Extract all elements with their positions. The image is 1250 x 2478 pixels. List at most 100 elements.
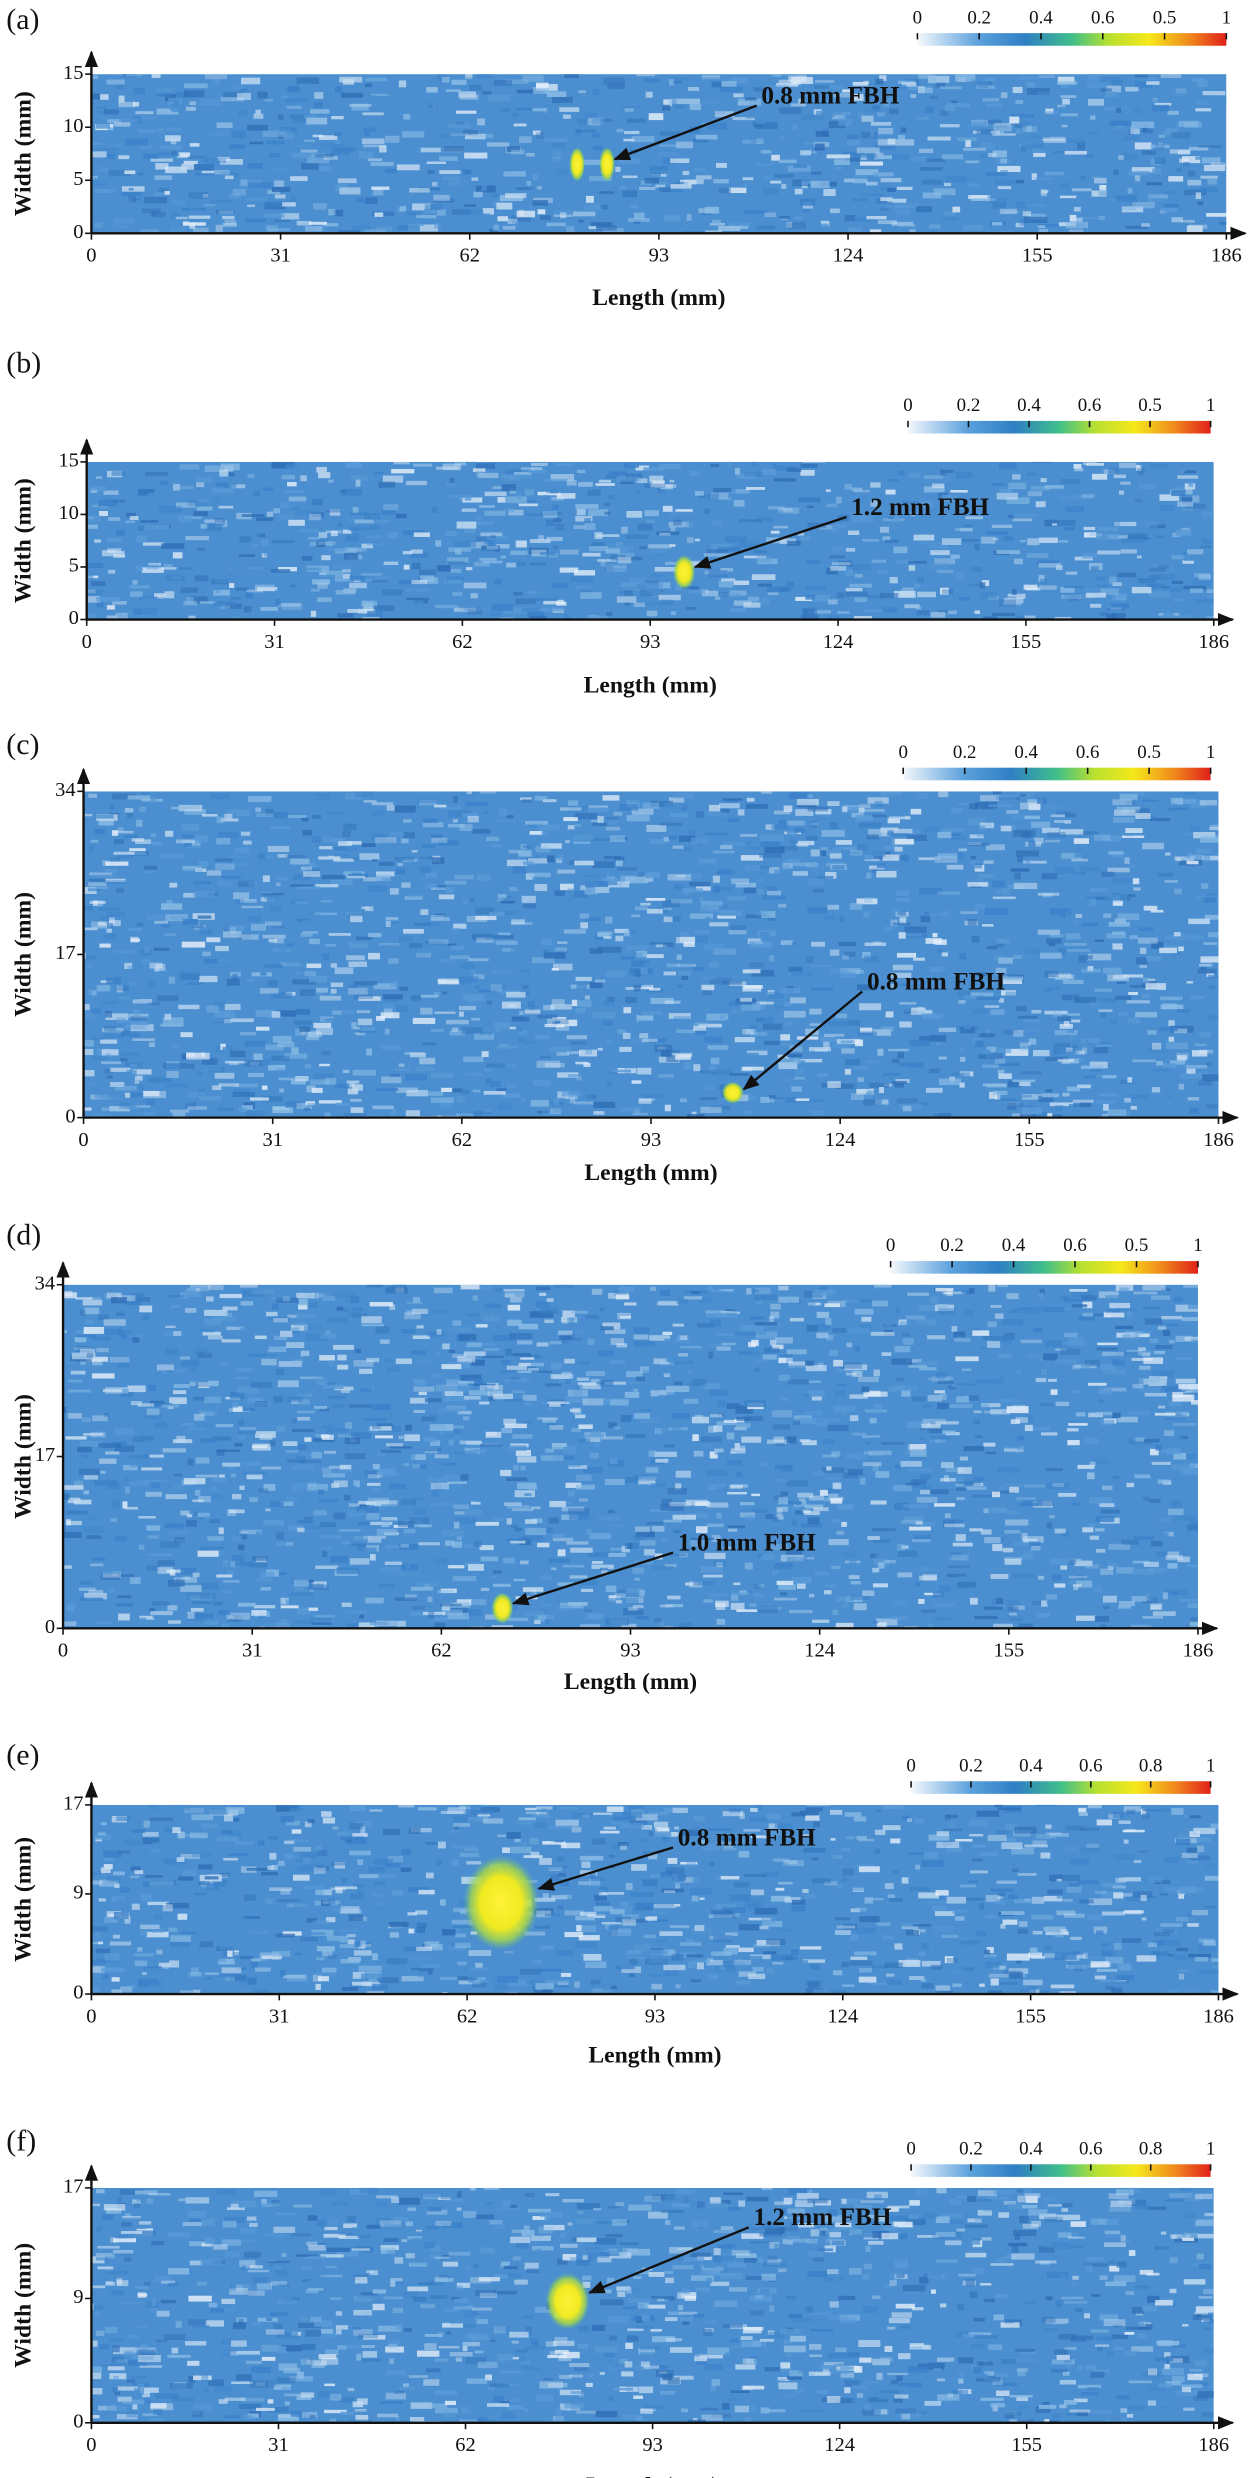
heatmap-cell [403,928,424,934]
heatmap-cell [1013,1030,1024,1037]
heatmap-cell [426,161,447,165]
heatmap-cell [588,176,612,182]
heatmap-cell [1180,219,1195,223]
heatmap-cell [125,1013,149,1019]
heatmap-cell [249,1061,259,1066]
heatmap-cell [806,862,819,868]
heatmap-cell [363,144,386,148]
heatmap-cell [1066,221,1089,229]
heatmap-cell [706,549,729,554]
heatmap-cell [129,851,150,856]
heatmap-cell [1021,121,1038,126]
heatmap-cell [917,576,924,583]
heatmap-cell [550,474,575,481]
heatmap-cell [704,508,711,515]
heatmap-cell [86,575,97,579]
heatmap-cell [742,969,761,974]
heatmap-cell [460,1374,482,1381]
heatmap-cell [885,1011,894,1018]
heatmap-cell [841,1048,855,1054]
heatmap-cell [170,212,180,220]
heatmap-cell [564,202,575,210]
heatmap-cell [354,519,374,524]
heatmap-cell [1111,613,1126,619]
heatmap-cell [864,1092,873,1099]
heatmap-cell [255,813,274,817]
heatmap-cell [313,1073,334,1081]
heatmap-cell [812,1619,830,1623]
heatmap-cell [933,188,956,196]
heatmap-cell [575,516,593,522]
heatmap-cell [636,952,643,958]
heatmap-cell [484,1067,492,1072]
heatmap-cell [199,927,213,935]
heatmap-cell [894,846,903,852]
heatmap-cell [807,522,827,528]
heatmap-cell [100,1470,106,1474]
heatmap-cell [812,492,828,498]
heatmap-cell [645,582,663,588]
heatmap-cell [412,1335,430,1340]
heatmap-cell [103,1293,110,1300]
heatmap-cell [550,1108,562,1114]
heatmap-cell [1152,104,1170,112]
heatmap-cell [172,1045,179,1049]
heatmap-cell [128,196,136,203]
heatmap-cell [1066,563,1082,570]
heatmap-cell [418,799,438,806]
heatmap-cell [572,842,580,849]
heatmap-cell [181,1359,200,1367]
heatmap-cell [274,219,291,223]
heatmap-cell [319,1534,342,1540]
heatmap-cell [318,135,338,140]
heatmap-cell [104,1010,113,1018]
heatmap-cell [573,525,586,530]
heatmap-cell [928,78,937,84]
heatmap-cell [263,487,273,491]
heatmap-cell [998,957,1013,964]
heatmap-cell [145,472,169,476]
heatmap-cell [1067,1013,1080,1016]
heatmap-cell [721,841,745,847]
heatmap-cell [220,818,239,822]
defect [569,146,586,182]
heatmap-cell [689,891,709,897]
heatmap-cell [773,1042,793,1046]
heatmap-cell [364,130,370,137]
heatmap-cell [104,152,116,160]
heatmap-cell [815,79,835,83]
heatmap-cell [798,1042,809,1048]
heatmap-cell [882,1072,900,1077]
heatmap-cell [589,837,614,841]
heatmap-cell [578,1424,593,1429]
heatmap-cell [965,516,984,520]
heatmap-cell [254,1335,267,1340]
heatmap-cell [865,181,878,186]
heatmap-cell [365,77,387,82]
heatmap-cell [249,141,264,145]
heatmap-cell [728,187,747,194]
heatmap-cell [510,102,520,109]
heatmap-cell [770,84,789,91]
heatmap-cell [710,1105,731,1110]
heatmap-cell [896,1098,918,1104]
heatmap-cell [545,519,555,526]
heatmap-cell [460,168,467,175]
heatmap-cell [1096,896,1112,900]
heatmap-cell [311,588,320,592]
heatmap-cell [413,532,430,537]
heatmap-cell [549,1046,572,1053]
heatmap-cell [1204,914,1219,920]
heatmap-cell [688,1456,702,1460]
heatmap-cell [342,79,355,85]
heatmap-cell [152,841,163,846]
heatmap-cell [873,1029,891,1036]
heatmap-cell [199,98,221,107]
heatmap-cell [561,1371,572,1375]
heatmap-cell [494,1022,511,1029]
heatmap-cell [473,974,485,979]
heatmap-cell [1192,578,1212,586]
heatmap-cell [204,958,219,964]
heatmap-cell [300,475,307,482]
heatmap-cell [84,905,94,911]
